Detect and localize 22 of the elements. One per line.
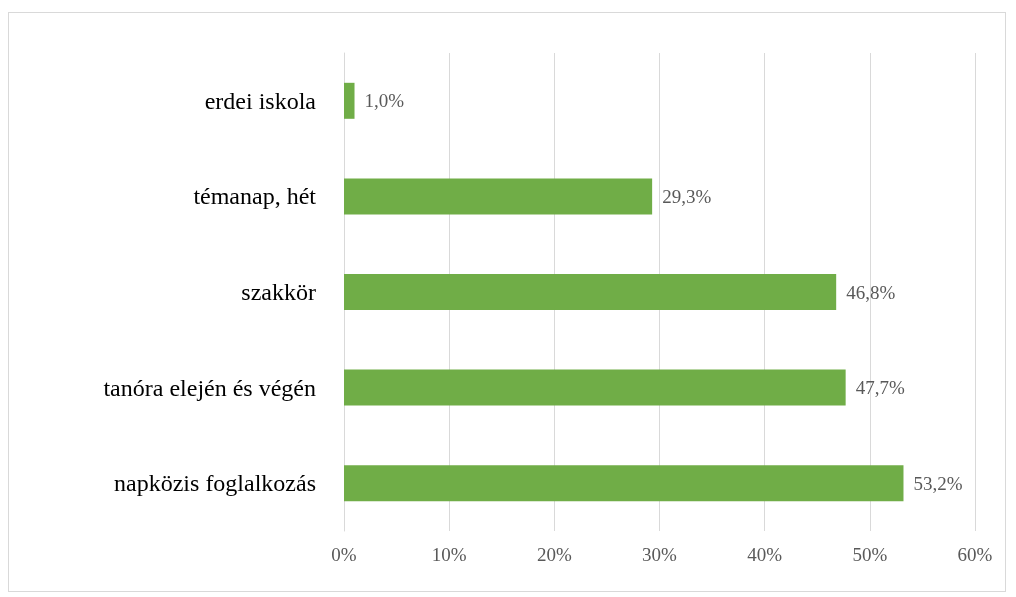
x-tick-label: 20% bbox=[536, 544, 572, 565]
y-tick-label: témanap, hét bbox=[193, 183, 317, 210]
y-tick-label: erdei iskola bbox=[204, 87, 317, 114]
data-label: 53,2% bbox=[913, 472, 963, 494]
bar bbox=[344, 369, 846, 406]
bar bbox=[344, 82, 355, 119]
data-label: 1,0% bbox=[364, 90, 405, 112]
x-tick-label: 60% bbox=[957, 544, 993, 565]
data-label: 46,8% bbox=[846, 281, 896, 303]
bar bbox=[344, 274, 837, 310]
y-tick-label: napközis foglalkozás bbox=[114, 470, 316, 497]
bar bbox=[344, 178, 653, 215]
x-tick-label: 30% bbox=[642, 544, 678, 565]
data-label: 29,3% bbox=[662, 185, 712, 207]
y-tick-label: tanóra elején és végén bbox=[103, 374, 316, 401]
x-tick-label: 50% bbox=[852, 544, 888, 565]
x-tick-label: 0% bbox=[331, 544, 357, 565]
y-tick-label: szakkör bbox=[241, 279, 316, 305]
x-tick-label: 10% bbox=[431, 544, 467, 565]
bar bbox=[344, 465, 904, 502]
data-label: 47,7% bbox=[855, 377, 905, 399]
x-tick-label: 40% bbox=[747, 544, 783, 565]
